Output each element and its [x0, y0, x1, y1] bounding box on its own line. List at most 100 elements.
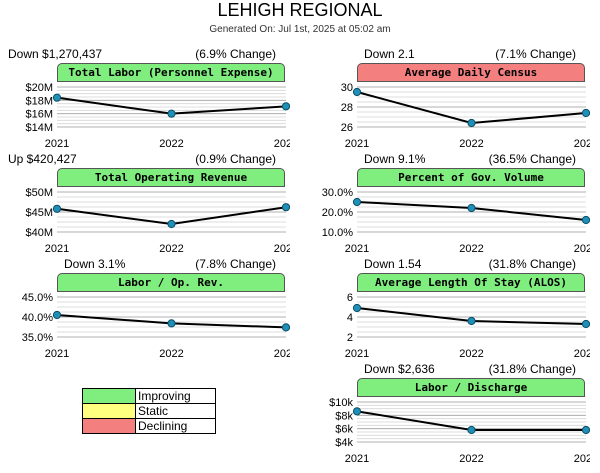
y-tick-label: 6 [347, 292, 353, 304]
y-tick-label: 40.0% [22, 312, 53, 324]
line-plot: 26 28 30 2021 2022 2023 [341, 82, 590, 150]
chart-title: Percent of Gov. Volume [357, 168, 585, 187]
x-tick-label: 2023 [274, 243, 290, 255]
data-point [581, 108, 590, 118]
change-percent: (7.1% Change) [495, 47, 576, 61]
x-tick-label: 2022 [159, 138, 183, 150]
data-point [281, 102, 290, 111]
y-tick-label: $18M [25, 95, 53, 107]
line-plot: $40M $45M $50M 2021 2022 2023 [25, 187, 290, 255]
y-tick-label: $6k [335, 424, 353, 436]
chart-panel-alos: Down 1.54 (31.8% Change) Average Length … [300, 258, 590, 368]
x-tick-label: 2021 [345, 243, 369, 255]
chart-panel-labor-discharge: Down $2,636 (31.8% Change) Labor / Disch… [300, 363, 590, 473]
x-tick-label: 2021 [345, 453, 369, 465]
x-tick-label: 2021 [345, 348, 369, 360]
chart-panel-average-daily-census: Down 2.1 (7.1% Change) Average Daily Cen… [300, 48, 590, 158]
change-amount: Down 3.1% [64, 257, 126, 271]
x-tick-label: 2022 [459, 138, 483, 150]
change-percent: (31.8% Change) [488, 362, 576, 376]
change-percent: (36.5% Change) [488, 152, 576, 166]
change-percent: (7.8% Change) [195, 257, 276, 271]
chart-panel-total-operating-revenue: Up $420,427 (0.9% Change) Total Operatin… [0, 153, 290, 263]
data-point [352, 303, 362, 313]
line-plot: 2 4 6 2021 2022 2023 [345, 292, 590, 360]
x-tick-label: 2023 [574, 348, 590, 360]
x-tick-label: 2023 [574, 453, 590, 465]
y-tick-label: $16M [25, 109, 53, 121]
legend-row-declining: Declining [82, 418, 216, 434]
x-tick-label: 2023 [274, 138, 290, 150]
data-point [581, 319, 590, 329]
y-tick-label: 26 [341, 122, 353, 134]
y-tick-label: 35.0% [22, 332, 53, 344]
line-plot: $4k$6k $8k$10k 2021 2022 2023 [329, 397, 590, 465]
data-point [467, 316, 476, 326]
x-tick-label: 2022 [159, 348, 183, 360]
status-legend: Improving Static Declining [82, 388, 216, 434]
y-tick-label: 4 [347, 312, 353, 324]
data-point [352, 197, 362, 207]
data-point [467, 203, 476, 213]
y-tick-label: $50M [25, 187, 53, 199]
legend-swatch-declining [82, 418, 136, 434]
change-amount: Down 1.54 [364, 257, 422, 271]
y-tick-label: 28 [341, 102, 353, 114]
data-point [52, 310, 62, 320]
y-tick-label: $8k [335, 410, 353, 422]
change-amount: Down $2,636 [364, 362, 435, 376]
x-tick-label: 2022 [459, 243, 483, 255]
x-tick-label: 2021 [45, 138, 69, 150]
data-point [281, 323, 290, 332]
data-point [467, 425, 476, 435]
chart-title: Average Daily Census [357, 63, 585, 82]
x-tick-label: 2021 [345, 138, 369, 150]
data-point [52, 204, 62, 213]
y-tick-label: $40M [25, 227, 53, 239]
chart-panel-total-labor: Down $1,270,437 (6.9% Change) Total Labo… [0, 48, 290, 158]
legend-swatch-static [82, 403, 136, 419]
legend-label: Improving [135, 388, 216, 404]
y-tick-label: 10.0% [322, 227, 353, 239]
data-point [281, 203, 290, 212]
data-point [352, 87, 362, 97]
change-percent: (6.9% Change) [195, 47, 276, 61]
data-point [467, 118, 476, 128]
x-tick-label: 2023 [274, 348, 290, 360]
x-tick-label: 2021 [45, 243, 69, 255]
y-tick-label: $10k [329, 397, 353, 409]
page-title: LEHIGH REGIONAL [217, 0, 383, 20]
y-tick-label: $20M [25, 82, 53, 94]
data-point [52, 93, 62, 102]
change-amount: Down 9.1% [364, 152, 426, 166]
change-amount: Down $1,270,437 [8, 47, 103, 61]
change-amount: Down 2.1 [364, 47, 415, 61]
y-tick-label: 2 [347, 332, 353, 344]
legend-label: Declining [135, 418, 216, 434]
data-point [581, 215, 590, 225]
legend-label: Static [135, 403, 216, 419]
chart-title: Average Length Of Stay (ALOS) [357, 273, 585, 292]
x-tick-label: 2023 [574, 243, 590, 255]
x-tick-label: 2022 [159, 243, 183, 255]
chart-title: Labor / Discharge [357, 378, 585, 397]
x-tick-label: 2022 [459, 348, 483, 360]
data-point [581, 425, 590, 435]
line-plot: 35.0% 40.0% 45.0% 2021 2022 2023 [22, 292, 290, 360]
chart-title: Total Operating Revenue [57, 168, 285, 187]
y-tick-label: 45.0% [22, 292, 53, 304]
legend-row-static: Static [82, 403, 216, 419]
change-percent: (31.8% Change) [488, 257, 576, 271]
change-amount: Up $420,427 [8, 152, 77, 166]
data-point [167, 319, 176, 328]
line-plot: 10.0% 20.0% 30.0% 2021 2022 2023 [322, 187, 590, 255]
x-tick-label: 2023 [574, 138, 590, 150]
y-tick-label: $45M [25, 207, 53, 219]
data-point [167, 109, 176, 118]
line-plot: $14M$16M $18M$20M 2021 2022 2023 [25, 82, 290, 150]
data-point [352, 407, 362, 416]
change-percent: (0.9% Change) [195, 152, 276, 166]
chart-panel-labor-op-rev: Down 3.1% (7.8% Change) Labor / Op. Rev.… [0, 258, 290, 368]
legend-row-improving: Improving [82, 388, 216, 404]
y-tick-label: 30.0% [322, 187, 353, 199]
